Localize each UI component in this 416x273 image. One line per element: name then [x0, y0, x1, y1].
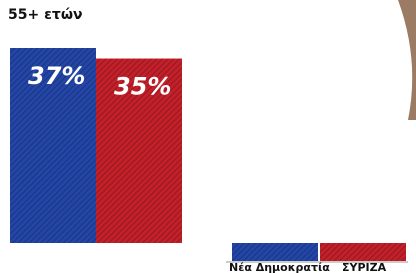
value-label: 35% [114, 73, 171, 101]
legend-hatch [320, 243, 406, 261]
photo-edge [398, 0, 416, 120]
legend-hatch [232, 243, 318, 261]
chart: 55+ ετών 37% Νέα Δημοκρατία 35% ΣΥΡΙΖΑ [0, 0, 416, 273]
legend-label: Νέα Δημοκρατία [229, 261, 330, 273]
chart-title: 55+ ετών [8, 7, 83, 23]
legend-label: ΣΥΡΙΖΑ [342, 261, 387, 273]
value-label: 37% [28, 62, 85, 90]
